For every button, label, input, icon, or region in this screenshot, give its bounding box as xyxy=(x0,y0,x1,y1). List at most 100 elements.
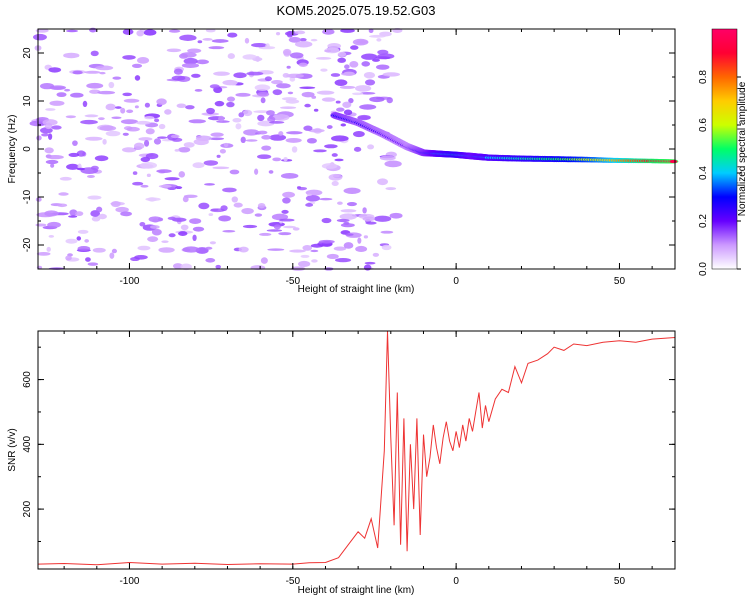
spectrogram-noise-cell xyxy=(122,92,132,97)
spectrogram-noise-cell xyxy=(136,30,145,37)
spectrogram-noise-cell xyxy=(197,40,203,44)
spectrogram-noise-cell xyxy=(389,212,403,219)
spectrogram-noise-cell xyxy=(305,195,320,202)
spectrogram-noise-cell xyxy=(340,209,357,213)
spectrogram-noise-cell xyxy=(112,76,122,80)
spectrogram-noise-cell xyxy=(344,64,350,70)
spectrogram-noise-cell xyxy=(275,31,281,36)
spectrogram-noise-cell xyxy=(36,251,51,256)
spectrogram-noise-cell xyxy=(244,37,250,44)
spectrogram-noise-cell xyxy=(89,27,97,33)
spectrogram-noise-cell xyxy=(44,147,54,154)
spectrogram-noise-cell xyxy=(272,89,283,96)
spectrogram-noise-cell xyxy=(210,208,219,212)
spectrogram-noise-cell xyxy=(304,103,311,108)
spectrogram-noise-cell xyxy=(368,34,386,38)
spectrogram-noise-cell xyxy=(220,205,228,212)
spectrogram-noise-cell xyxy=(342,101,352,108)
spectrogram-noise-cell xyxy=(261,135,272,140)
spectrogram-noise-cell xyxy=(386,97,393,104)
spectrogram-noise-cell xyxy=(182,196,189,203)
spectrogram-noise-cell xyxy=(136,57,150,64)
spectrogram-noise-cell xyxy=(271,80,283,85)
spectrogram-noise-cell xyxy=(269,121,285,124)
spectrogram-noise-cell xyxy=(65,29,79,33)
spectrogram-noise-cell xyxy=(321,97,336,102)
spectrogram-noise-cell xyxy=(178,146,191,153)
spectrogram-noise-cell xyxy=(95,65,114,71)
spectrogram-noise-cell xyxy=(359,104,377,110)
spectrogram-noise-cell xyxy=(105,130,121,137)
spectrogram-noise-cell xyxy=(90,50,99,57)
spectrogram-noise-cell xyxy=(318,239,335,244)
spectrogram-noise-cell xyxy=(46,154,64,160)
spectrogram-noise-cell xyxy=(70,92,84,98)
spectrogram-noise-cell xyxy=(168,233,176,238)
spectrogram-noise-cell xyxy=(191,73,201,78)
spectrogram-noise-cell xyxy=(279,218,295,222)
spectrogram-noise-cell xyxy=(166,48,182,53)
spectrogram-noise-cell xyxy=(229,169,240,175)
spectrogram-noise-cell xyxy=(272,114,290,121)
spectrogram-noise-cell xyxy=(280,106,297,109)
spectrogram-noise-cell xyxy=(66,163,80,170)
spectrogram-noise-cell xyxy=(287,91,294,95)
spectrogram-noise-cell xyxy=(313,149,327,153)
spectrogram-noise-cell xyxy=(58,192,69,196)
spectrogram-noise-cell xyxy=(282,191,295,198)
spectrogram-noise-cell xyxy=(183,142,195,148)
spectrogram-noise-cell xyxy=(257,203,266,209)
spectrogram-noise-cell xyxy=(145,197,161,202)
spectrogram-noise-cell xyxy=(215,264,221,269)
spectrogram-noise-cell xyxy=(340,123,347,127)
spectrogram-noise-cell xyxy=(257,130,268,135)
spectrogram-noise-cell xyxy=(134,105,139,109)
spectrogram-noise-cell xyxy=(246,71,264,76)
spectrogram-noise-cell xyxy=(281,97,297,101)
spectrogram-noise-cell xyxy=(245,139,258,142)
spectrogram-noise-cell xyxy=(334,79,348,86)
spectrogram-noise-cell xyxy=(359,91,376,95)
spectrogram-noise-cell xyxy=(49,100,65,106)
spectrogram-noise-cell xyxy=(219,149,226,154)
snr-x-label: Height of straight line (km) xyxy=(298,585,415,596)
y-tick-label: 10 xyxy=(22,95,33,107)
spectrogram-noise-cell xyxy=(305,203,314,207)
spectrogram-noise-cell xyxy=(303,125,313,131)
spectrogram-noise-cell xyxy=(311,259,318,263)
spectrogram-noise-cell xyxy=(156,98,167,106)
spectrogram-noise-cell xyxy=(281,209,289,214)
spectrogram-noise-cell xyxy=(299,86,316,90)
spectrogram-noise-cell xyxy=(182,246,200,253)
spectrogram-noise-cell xyxy=(132,171,138,175)
spectrogram-noise-cell xyxy=(84,70,101,74)
spectrogram-noise-cell xyxy=(364,79,376,86)
spectrogram-noise-cell xyxy=(48,133,53,140)
spectrogram-noise-cell xyxy=(212,166,230,170)
spectrogram-noise-cell xyxy=(257,92,270,97)
spectrogram-noise-cell xyxy=(48,234,55,238)
spectrogram-noise-cell xyxy=(98,213,107,220)
spectrogram-noise-cell xyxy=(134,75,141,81)
spectrogram-noise-cell xyxy=(148,216,162,223)
spectrogram-noise-cell xyxy=(267,248,285,251)
spectrogram-noise-cell xyxy=(260,97,266,104)
spectrogram-noise-cell xyxy=(330,73,341,77)
spectrogram-noise-cell xyxy=(154,118,160,123)
spectrogram-noise-cell xyxy=(320,68,328,72)
spectrogram-noise-cell xyxy=(84,239,89,243)
spectrogram-noise-cell xyxy=(381,244,392,251)
spectrogram-marks xyxy=(29,27,679,271)
spectrogram-noise-cell xyxy=(80,119,98,125)
x-tick-label: -100 xyxy=(119,276,139,287)
spectrogram-noise-cell xyxy=(147,236,159,242)
y-tick-label: 600 xyxy=(22,371,33,388)
spectrogram-noise-cell xyxy=(301,91,315,98)
spectrogram-noise-cell xyxy=(361,53,378,60)
spectrogram-noise-cell xyxy=(291,146,298,153)
spectrogram-noise-cell xyxy=(294,41,313,48)
spectrogram-noise-cell xyxy=(377,49,389,55)
spectrogram-noise-cell xyxy=(333,246,347,251)
spectrogram-noise-cell xyxy=(135,120,151,125)
spectrogram-noise-cell xyxy=(369,96,385,103)
